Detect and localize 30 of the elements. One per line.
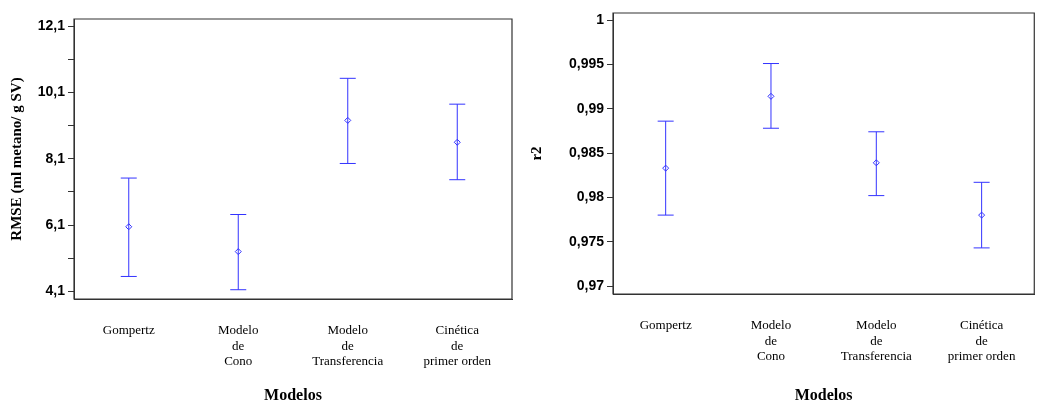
point xyxy=(978,211,986,219)
y-tick-label: 10,1 xyxy=(37,83,66,100)
y-tick-label: 12,1 xyxy=(37,17,66,34)
x-tick-label: Modelo de Cono xyxy=(218,322,259,369)
y-tick-label: 8,1 xyxy=(45,149,66,166)
y-axis-title: r2 xyxy=(527,146,544,161)
y-tick-label: 0,98 xyxy=(576,188,605,205)
y-tick-label: 0,985 xyxy=(568,143,605,160)
y-tick-label: 6,1 xyxy=(45,215,66,232)
point xyxy=(872,159,880,167)
y-tick-label: 0,99 xyxy=(576,99,605,116)
y-tick-label: 0,975 xyxy=(568,232,605,249)
point xyxy=(767,92,775,100)
x-tick-label: Cinética de primer orden xyxy=(947,317,1016,364)
x-axis-title: Modelos xyxy=(264,385,322,403)
x-tick-label: Cinética de primer orden xyxy=(423,322,492,369)
x-axis-title: Modelos xyxy=(794,385,853,403)
y-axis-title: RMSE (ml metano/ g SV) xyxy=(7,77,25,241)
y-tick-label: 0,97 xyxy=(576,276,605,293)
y-tick-label: 1 xyxy=(596,10,605,27)
y-tick-label: 4,1 xyxy=(45,282,66,299)
x-tick-label: Gompertz xyxy=(102,322,155,338)
x-tick-label: Modelo de Transferencia xyxy=(312,322,384,369)
point xyxy=(344,116,352,124)
x-tick-label: Modelo de Transferencia xyxy=(840,317,913,364)
y-tick-label: 0,995 xyxy=(568,55,605,72)
x-tick-label: Modelo de Cono xyxy=(750,317,792,364)
point xyxy=(662,164,670,172)
point xyxy=(234,248,242,256)
x-tick-label: Gompertz xyxy=(639,317,692,333)
